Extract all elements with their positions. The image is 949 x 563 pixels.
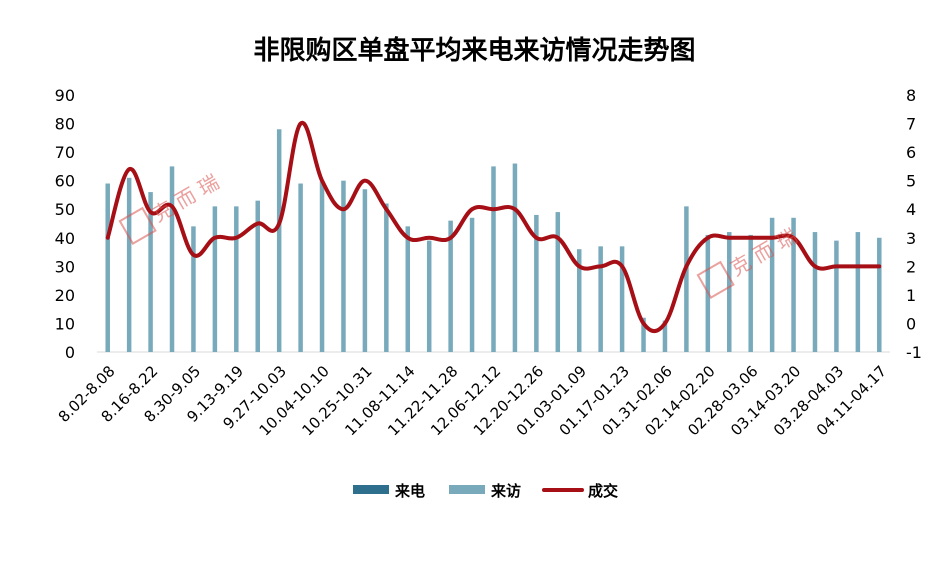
bar-laifang: [298, 183, 303, 352]
bar-laifang: [448, 220, 453, 352]
bar-laifang: [812, 232, 818, 352]
bar-laifang: [405, 226, 411, 352]
bar-laifang: [362, 189, 368, 352]
bar-laifang: [534, 214, 539, 352]
y-left-tick-label: 60: [55, 172, 75, 191]
bar-laifang: [641, 317, 646, 352]
bar-laifang: [555, 212, 561, 352]
watermark-text: 克 而 瑞: [148, 170, 223, 227]
chart-title: 非限购区单盘平均来电来访情况走势图: [253, 36, 696, 66]
bar-laifang: [619, 246, 625, 352]
bar-laifang: [834, 240, 839, 352]
bar-laifang: [255, 200, 260, 352]
bar-laifang: [191, 226, 196, 352]
y-left-tick-label: 80: [55, 115, 75, 134]
y-right-tick-label: 4: [906, 200, 916, 219]
bar-laifang: [319, 180, 325, 352]
bar-laifang: [126, 177, 132, 352]
legend-swatch: [449, 485, 485, 494]
y-right-tick-label: 2: [906, 257, 916, 276]
y-left-tick-label: 50: [55, 200, 75, 219]
y-left-tick-label: 20: [55, 286, 75, 305]
watermark-box: [696, 260, 735, 300]
watermark-box: [118, 206, 157, 246]
bar-laifang: [276, 129, 282, 352]
y-right-tick-label: 3: [906, 229, 916, 248]
y-right-tick-label: 6: [906, 143, 916, 162]
bar-laifang: [598, 246, 603, 352]
bar-laifang: [748, 234, 753, 352]
y-left-tick-label: 0: [65, 343, 75, 362]
bar-laifang: [469, 217, 475, 352]
legend-label: 来访: [490, 482, 521, 500]
legend-swatch: [353, 485, 389, 494]
y-right-tick-label: -1: [906, 343, 922, 362]
bar-laifang: [426, 240, 432, 352]
y-left-tick-label: 30: [55, 257, 75, 276]
y-right-tick-label: 7: [906, 115, 916, 134]
line-chengjiao: [105, 120, 882, 334]
bar-laifang: [727, 232, 732, 352]
y-right-tick-label: 8: [906, 86, 916, 105]
bar-laifang: [791, 217, 796, 352]
y-right-tick-label: 1: [906, 286, 916, 305]
y-left-tick-label: 90: [55, 86, 75, 105]
bar-laifang: [169, 166, 175, 352]
bar-laifang: [212, 206, 218, 352]
legend-label: 成交: [588, 482, 618, 500]
legend-label: 来电: [394, 482, 425, 500]
bar-laifang: [855, 232, 861, 352]
bar-laifang: [384, 203, 389, 352]
bar-laifang: [105, 183, 110, 352]
y-left-tick-label: 10: [55, 314, 75, 333]
bar-laifang: [769, 217, 775, 352]
bar-laifang: [662, 320, 668, 352]
bar-laifang: [877, 237, 882, 352]
bar-laifang: [491, 166, 496, 352]
bar-laifang: [576, 249, 582, 352]
y-right-tick-label: 0: [906, 314, 916, 333]
bar-laifang: [684, 206, 689, 352]
bar-laifang: [148, 192, 153, 352]
watermark-text: 克 而 瑞: [726, 224, 801, 281]
y-right-tick-label: 5: [906, 172, 916, 191]
bar-laifang: [341, 180, 346, 352]
bar-laifang: [234, 206, 239, 352]
y-left-tick-label: 70: [55, 143, 75, 162]
y-left-tick-label: 40: [55, 229, 75, 248]
bar-laifang: [512, 163, 518, 352]
